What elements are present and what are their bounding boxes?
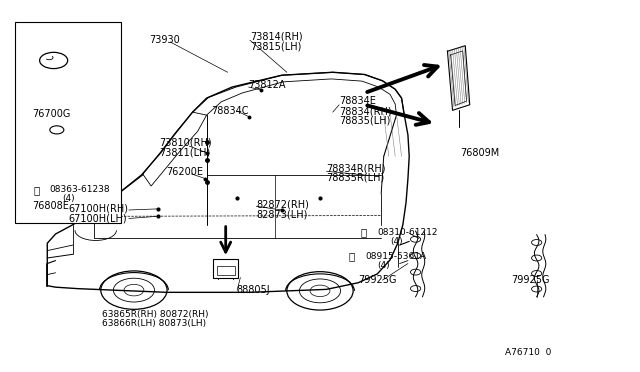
- Bar: [213, 259, 239, 278]
- Text: 78834E: 78834E: [339, 96, 376, 106]
- Text: 76200E: 76200E: [166, 167, 203, 177]
- Text: 08915-5361A: 08915-5361A: [365, 251, 426, 261]
- Text: 63865R(RH) 80872(RH): 63865R(RH) 80872(RH): [102, 310, 209, 319]
- Text: (4): (4): [390, 237, 403, 246]
- Text: 73811(LH): 73811(LH): [159, 147, 211, 157]
- Text: A76710  0: A76710 0: [505, 349, 551, 357]
- Text: 08310-61212: 08310-61212: [378, 228, 438, 237]
- Text: 78834C: 78834C: [212, 106, 249, 116]
- Text: 73815(LH): 73815(LH): [250, 41, 301, 51]
- Text: 67100H(LH): 67100H(LH): [68, 214, 127, 224]
- Bar: [15, 22, 120, 223]
- Text: 67100H(RH): 67100H(RH): [68, 204, 128, 214]
- Text: Ⓢ: Ⓢ: [33, 185, 40, 195]
- Text: 76809M: 76809M: [460, 148, 499, 158]
- Text: Ⓝ: Ⓝ: [349, 251, 355, 261]
- Text: 76808E: 76808E: [32, 201, 69, 211]
- Bar: [217, 266, 235, 275]
- Text: 73814(RH): 73814(RH): [250, 32, 303, 41]
- Text: 78835(LH): 78835(LH): [339, 116, 390, 126]
- Text: (4): (4): [378, 261, 390, 270]
- Text: 76700G: 76700G: [32, 109, 70, 119]
- Text: (4): (4): [62, 194, 74, 203]
- Text: 08363-61238: 08363-61238: [50, 185, 111, 194]
- Text: 82872(RH): 82872(RH): [256, 199, 309, 209]
- Polygon shape: [447, 46, 470, 110]
- Text: 88805J: 88805J: [236, 285, 269, 295]
- Text: 73930: 73930: [149, 35, 180, 45]
- Text: 73812A: 73812A: [248, 80, 286, 90]
- Text: 63866R(LH) 80873(LH): 63866R(LH) 80873(LH): [102, 319, 206, 328]
- Text: 78834(RH): 78834(RH): [339, 106, 392, 116]
- Text: 79925G: 79925G: [511, 275, 550, 285]
- Text: 73810(RH): 73810(RH): [159, 137, 212, 147]
- Text: Ⓢ: Ⓢ: [361, 227, 367, 237]
- Text: 78834R(RH): 78834R(RH): [326, 163, 386, 173]
- Text: 82873(LH): 82873(LH): [256, 209, 308, 219]
- Text: 79925G: 79925G: [358, 275, 397, 285]
- Text: 78835R(LH): 78835R(LH): [326, 173, 385, 183]
